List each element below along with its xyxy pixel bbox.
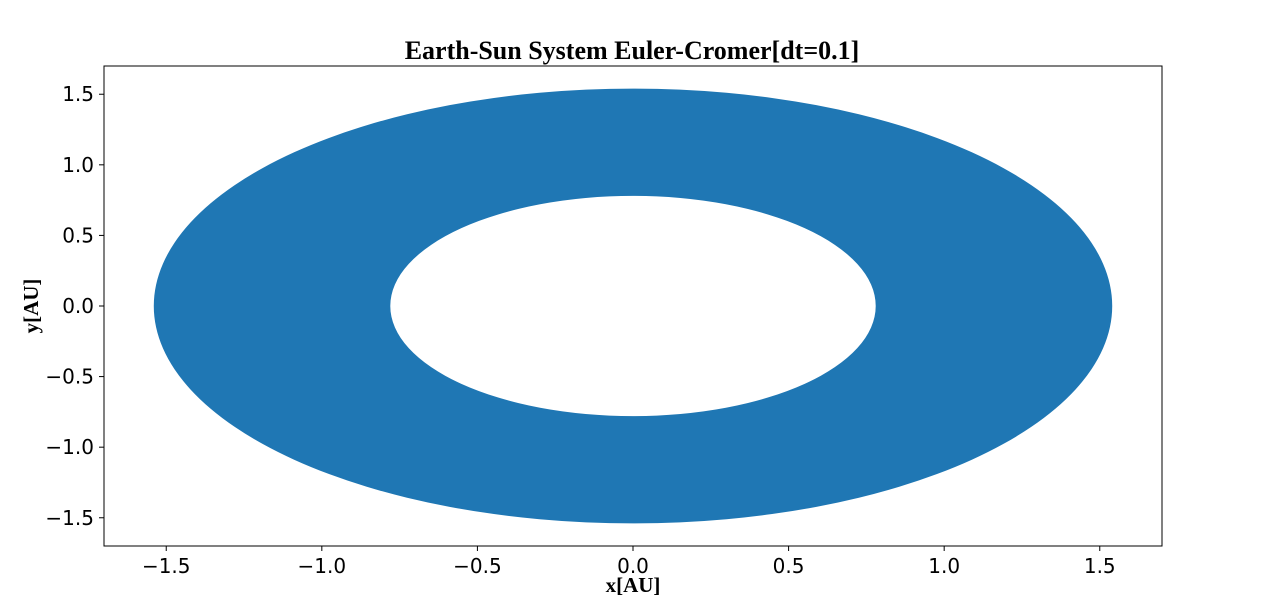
x-tick-label: 0.5 [773,554,805,578]
plot-area [153,88,1113,524]
y-tick-label: 0.5 [62,223,94,247]
y-tick-label: −0.5 [45,365,94,389]
orbit-band [153,88,1113,524]
y-tick-label: −1.5 [45,506,94,530]
y-tick-label: 0.0 [62,294,94,318]
x-tick-label: −1.5 [142,554,191,578]
y-tick-label: −1.0 [45,435,94,459]
y-tick-label: 1.5 [62,82,94,106]
x-axis-ticks: −1.5 −1.0 −0.5 0.0 0.5 1.0 1.5 [142,546,1116,578]
x-tick-label: 1.5 [1084,554,1116,578]
x-tick-label: −1.0 [298,554,347,578]
x-tick-label: 0.0 [617,554,649,578]
x-axis-label: x[AU] [606,573,661,597]
y-axis-ticks: −1.5 −1.0 −0.5 0.0 0.5 1.0 1.5 [45,82,104,530]
x-tick-label: 1.0 [928,554,960,578]
chart-title: Earth-Sun System Euler-Cromer[dt=0.1] [405,36,860,65]
y-axis-label: y[AU] [19,279,43,334]
y-tick-label: 1.0 [62,153,94,177]
x-tick-label: −0.5 [453,554,502,578]
